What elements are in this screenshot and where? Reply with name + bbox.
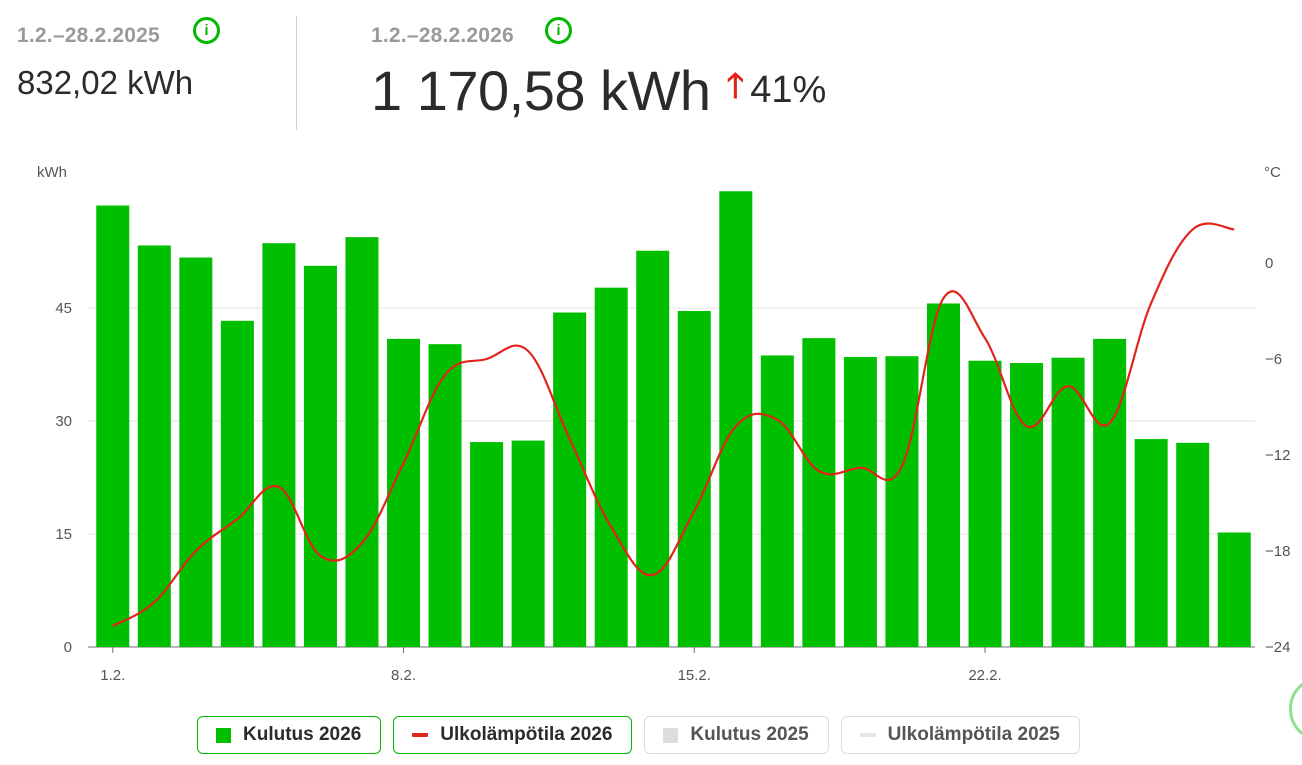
consumption-bar xyxy=(594,287,628,647)
legend-item[interactable]: Kulutus 2025 xyxy=(644,716,829,754)
legend-swatch-line xyxy=(859,733,876,737)
y-tick-right: −24 xyxy=(1265,639,1290,656)
consumption-bar xyxy=(96,205,130,647)
legend-label: Ulkolämpötila 2026 xyxy=(440,724,613,745)
y-tick-right: −6 xyxy=(1265,351,1282,368)
consumption-bar xyxy=(137,245,171,647)
legend-item[interactable]: Ulkolämpötila 2025 xyxy=(840,716,1080,754)
x-tick-label: 22.2. xyxy=(968,667,1001,684)
consumption-bar xyxy=(1217,532,1251,647)
chart-legend: Kulutus 2026 Ulkolämpötila 2026 Kulutus 20… xyxy=(197,716,1080,754)
current-period-total: 1 170,58 kWh xyxy=(371,59,711,122)
consumption-bar xyxy=(553,312,587,647)
consumption-bar xyxy=(387,338,421,647)
x-tick-label: 1.2. xyxy=(100,667,125,684)
legend-swatch-box xyxy=(663,727,679,743)
chart-axes: 0 15 30 45 −24 −18 −12 −6 0 kWh °C 1.2. 8.2. 15.2. 22.… xyxy=(37,164,1290,684)
y-axis-label-right: °C xyxy=(1264,164,1281,181)
consumption-bar xyxy=(262,243,296,648)
legend-label: Ulkolämpötila 2025 xyxy=(887,724,1060,745)
y-tick-left: 45 xyxy=(55,300,72,317)
consumption-bar xyxy=(926,303,960,647)
consumption-bar xyxy=(1134,439,1168,647)
y-tick-right: −12 xyxy=(1265,447,1290,464)
info-icon[interactable]: i xyxy=(545,17,572,44)
temperature-line xyxy=(112,222,1235,628)
consumption-bar xyxy=(636,250,670,647)
consumption-bar xyxy=(511,440,545,647)
arrow-up-icon: 🡑 xyxy=(726,67,745,105)
change-indicator: 🡑 41% xyxy=(727,62,827,119)
x-tick-label: 8.2. xyxy=(391,667,416,684)
y-tick-left: 30 xyxy=(55,413,72,430)
consumption-bar xyxy=(677,311,711,647)
legend-item[interactable]: Kulutus 2026 xyxy=(197,716,382,754)
change-percent: 41% xyxy=(750,69,827,111)
consumption-bar xyxy=(719,191,753,647)
legend-label: Kulutus 2025 xyxy=(690,724,809,745)
previous-period: 1.2.–28.2.2025 i 832,02 kWh xyxy=(17,17,220,102)
consumption-bar xyxy=(1051,357,1085,647)
consumption-bar xyxy=(1093,338,1127,647)
consumption-bar xyxy=(345,237,379,647)
info-icon[interactable]: i xyxy=(193,17,220,44)
consumption-bar xyxy=(843,356,877,647)
consumption-bar xyxy=(760,355,794,647)
consumption-summary: 1.2.–28.2.2025 i 832,02 kWh 1.2.–28.2.20… xyxy=(0,0,1302,140)
summary-divider xyxy=(296,16,297,130)
previous-period-total: 832,02 kWh xyxy=(17,64,194,101)
consumption-bar xyxy=(428,344,462,647)
consumption-bar xyxy=(802,338,836,647)
previous-period-label: 1.2.–28.2.2025 xyxy=(17,24,160,47)
y-tick-left: 0 xyxy=(64,639,72,656)
consumption-bar xyxy=(179,257,213,647)
consumption-bar xyxy=(1010,362,1044,647)
consumption-bar xyxy=(885,356,919,647)
y-tick-left: 15 xyxy=(55,526,72,543)
consumption-bar xyxy=(968,360,1002,647)
current-period-label: 1.2.–28.2.2026 xyxy=(371,24,514,47)
consumption-bar xyxy=(470,442,504,647)
legend-swatch-line xyxy=(412,733,429,737)
legend-item[interactable]: Ulkolämpötila 2026 xyxy=(393,716,633,754)
y-tick-right: −18 xyxy=(1265,543,1290,560)
legend-swatch-box xyxy=(216,727,231,743)
y-axis-label-left: kWh xyxy=(37,164,67,181)
consumption-bar xyxy=(303,265,337,647)
x-tick-label: 15.2. xyxy=(678,667,711,684)
consumption-bar xyxy=(220,320,254,647)
legend-label: Kulutus 2026 xyxy=(243,724,362,745)
current-period: 1.2.–28.2.2026 i 1 170,58 kWh 🡑 41% xyxy=(371,17,827,123)
consumption-bars xyxy=(96,191,1251,648)
consumption-bar xyxy=(1176,442,1210,647)
consumption-chart: 0 15 30 45 −24 −18 −12 −6 0 kWh °C 1.2. 8.2. 15.2. 22.… xyxy=(37,164,1290,684)
y-tick-right: 0 xyxy=(1265,255,1273,272)
